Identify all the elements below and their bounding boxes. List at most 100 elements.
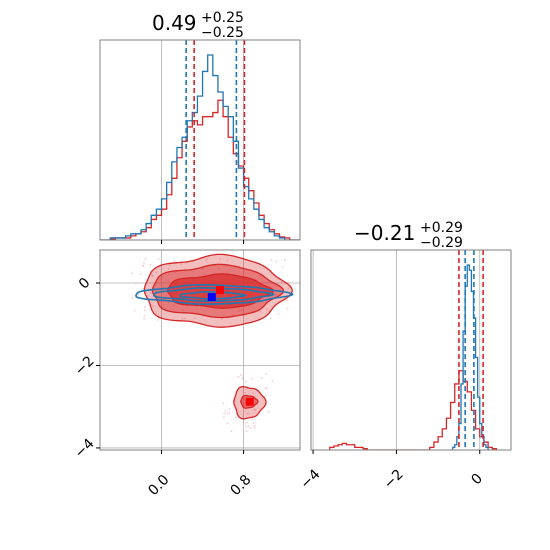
- joint-sample-point: [234, 416, 237, 419]
- joint-sample-point: [201, 267, 204, 270]
- joint-sample-point: [173, 260, 176, 262]
- joint-sample-point: [149, 291, 152, 294]
- joint-sample-point: [247, 425, 250, 427]
- joint-sample-point: [269, 317, 272, 320]
- param2-tick-label: 0: [468, 471, 486, 489]
- param1-hist-frame: [99, 39, 301, 241]
- param2-title: −0.21 +0.29 −0.29: [354, 220, 463, 251]
- joint-sample-point: [193, 317, 196, 319]
- joint-sample-point: [174, 271, 176, 274]
- joint-sample-point: [251, 418, 254, 420]
- joint-sample-point: [160, 278, 162, 281]
- joint-sample-point: [134, 282, 137, 284]
- joint-blue-marker: [207, 293, 216, 302]
- joint-x-tick-label: 0.8: [227, 472, 254, 499]
- joint-blue-contour: [152, 287, 275, 302]
- joint-x-tick-label: 0.0: [145, 472, 172, 499]
- joint-sample-point: [228, 408, 231, 410]
- param1-title-minus: −0.25: [201, 25, 244, 41]
- joint-sample-point: [219, 258, 222, 260]
- joint-sample-point: [131, 272, 133, 275]
- joint-sample-point: [286, 299, 289, 301]
- joint-sample-point: [151, 275, 154, 278]
- joint-sample-point: [144, 258, 147, 260]
- joint-blue-contours: [135, 283, 294, 306]
- param2-title-value: −0.21: [354, 221, 415, 245]
- param1-blue-histogram: [100, 54, 300, 240]
- joint-sample-point: [286, 307, 289, 310]
- joint-sample-point: [139, 273, 142, 276]
- joint-red-contours: [143, 253, 293, 420]
- joint-sample-point: [176, 270, 179, 273]
- param1-hist-ticks: [161, 240, 245, 244]
- joint-panel: 0.0 0.8 0 −2 −4: [72, 249, 301, 499]
- joint-sample-point: [204, 273, 206, 276]
- joint-sample-point: [226, 413, 229, 415]
- joint-sample-point: [282, 266, 284, 268]
- joint-sample-point: [155, 271, 157, 274]
- param2-hist-grid: [312, 250, 481, 450]
- joint-sample-point: [277, 312, 280, 315]
- joint-sample-point: [234, 267, 236, 270]
- joint-sample-point: [245, 430, 248, 433]
- joint-sample-point: [143, 315, 146, 317]
- joint-sample-point: [270, 259, 273, 262]
- joint-sample-point: [245, 380, 247, 383]
- joint-blue-contour: [135, 283, 294, 306]
- joint-sample-point: [265, 387, 268, 389]
- joint-sample-point: [223, 412, 225, 415]
- param1-title-plus: +0.25: [201, 10, 244, 26]
- joint-sample-point: [237, 375, 240, 378]
- joint-y-tick-label: −4: [72, 436, 98, 462]
- param2-hist-frame: [310, 249, 512, 451]
- param1-quantile-lines: [185, 40, 246, 240]
- joint-sample-point: [226, 422, 229, 425]
- param1-title: 0.49 +0.25 −0.25: [152, 10, 244, 41]
- joint-sample-point: [287, 281, 290, 284]
- joint-sample-point: [252, 392, 254, 395]
- param2-red-histogram: [329, 370, 498, 450]
- joint-sample-point: [260, 377, 263, 379]
- joint-sample-point: [249, 427, 252, 430]
- joint-sample-point: [275, 293, 277, 296]
- joint-sample-point: [220, 317, 223, 320]
- joint-sample-point: [169, 264, 171, 267]
- param1-hist-grid: [161, 40, 244, 240]
- joint-sample-point: [218, 267, 220, 270]
- joint-sample-point: [247, 412, 249, 415]
- joint-sample-point: [224, 410, 227, 412]
- joint-sample-point: [280, 280, 283, 283]
- param1-histogram-panel: [99, 39, 301, 244]
- param2-tick-label: −2: [381, 466, 407, 492]
- joint-sample-point: [230, 430, 233, 433]
- joint-sample-point: [242, 273, 245, 276]
- joint-sample-point: [181, 317, 184, 320]
- joint-sample-point: [271, 380, 274, 382]
- joint-sample-point: [244, 425, 247, 428]
- param2-title-minus: −0.29: [420, 235, 463, 251]
- joint-sample-point: [149, 263, 152, 266]
- joint-y-tick-label: 0: [76, 275, 94, 293]
- joint-sample-point: [168, 273, 170, 276]
- joint-sample-point: [241, 377, 244, 379]
- joint-sample-point: [267, 410, 270, 413]
- joint-sample-point: [165, 294, 167, 297]
- joint-sample-point: [259, 275, 262, 278]
- joint-sample-point: [259, 310, 262, 313]
- joint-sample-point: [254, 409, 257, 411]
- joint-sample-point: [226, 259, 229, 262]
- param2-hist-ticks: −4 −2 0: [298, 450, 486, 492]
- joint-sample-point: [254, 424, 256, 427]
- joint-sample-point: [152, 305, 154, 308]
- joint-red-marker: [245, 397, 254, 406]
- joint-sample-point: [184, 317, 186, 320]
- joint-sample-point: [144, 306, 146, 308]
- param2-tick-label: −4: [298, 466, 324, 492]
- joint-sample-point: [228, 411, 231, 414]
- joint-sample-point: [284, 259, 286, 261]
- joint-sample-point: [253, 427, 256, 429]
- joint-sample-point: [143, 262, 145, 264]
- joint-sample-point: [137, 293, 140, 296]
- joint-sample-point: [275, 260, 278, 263]
